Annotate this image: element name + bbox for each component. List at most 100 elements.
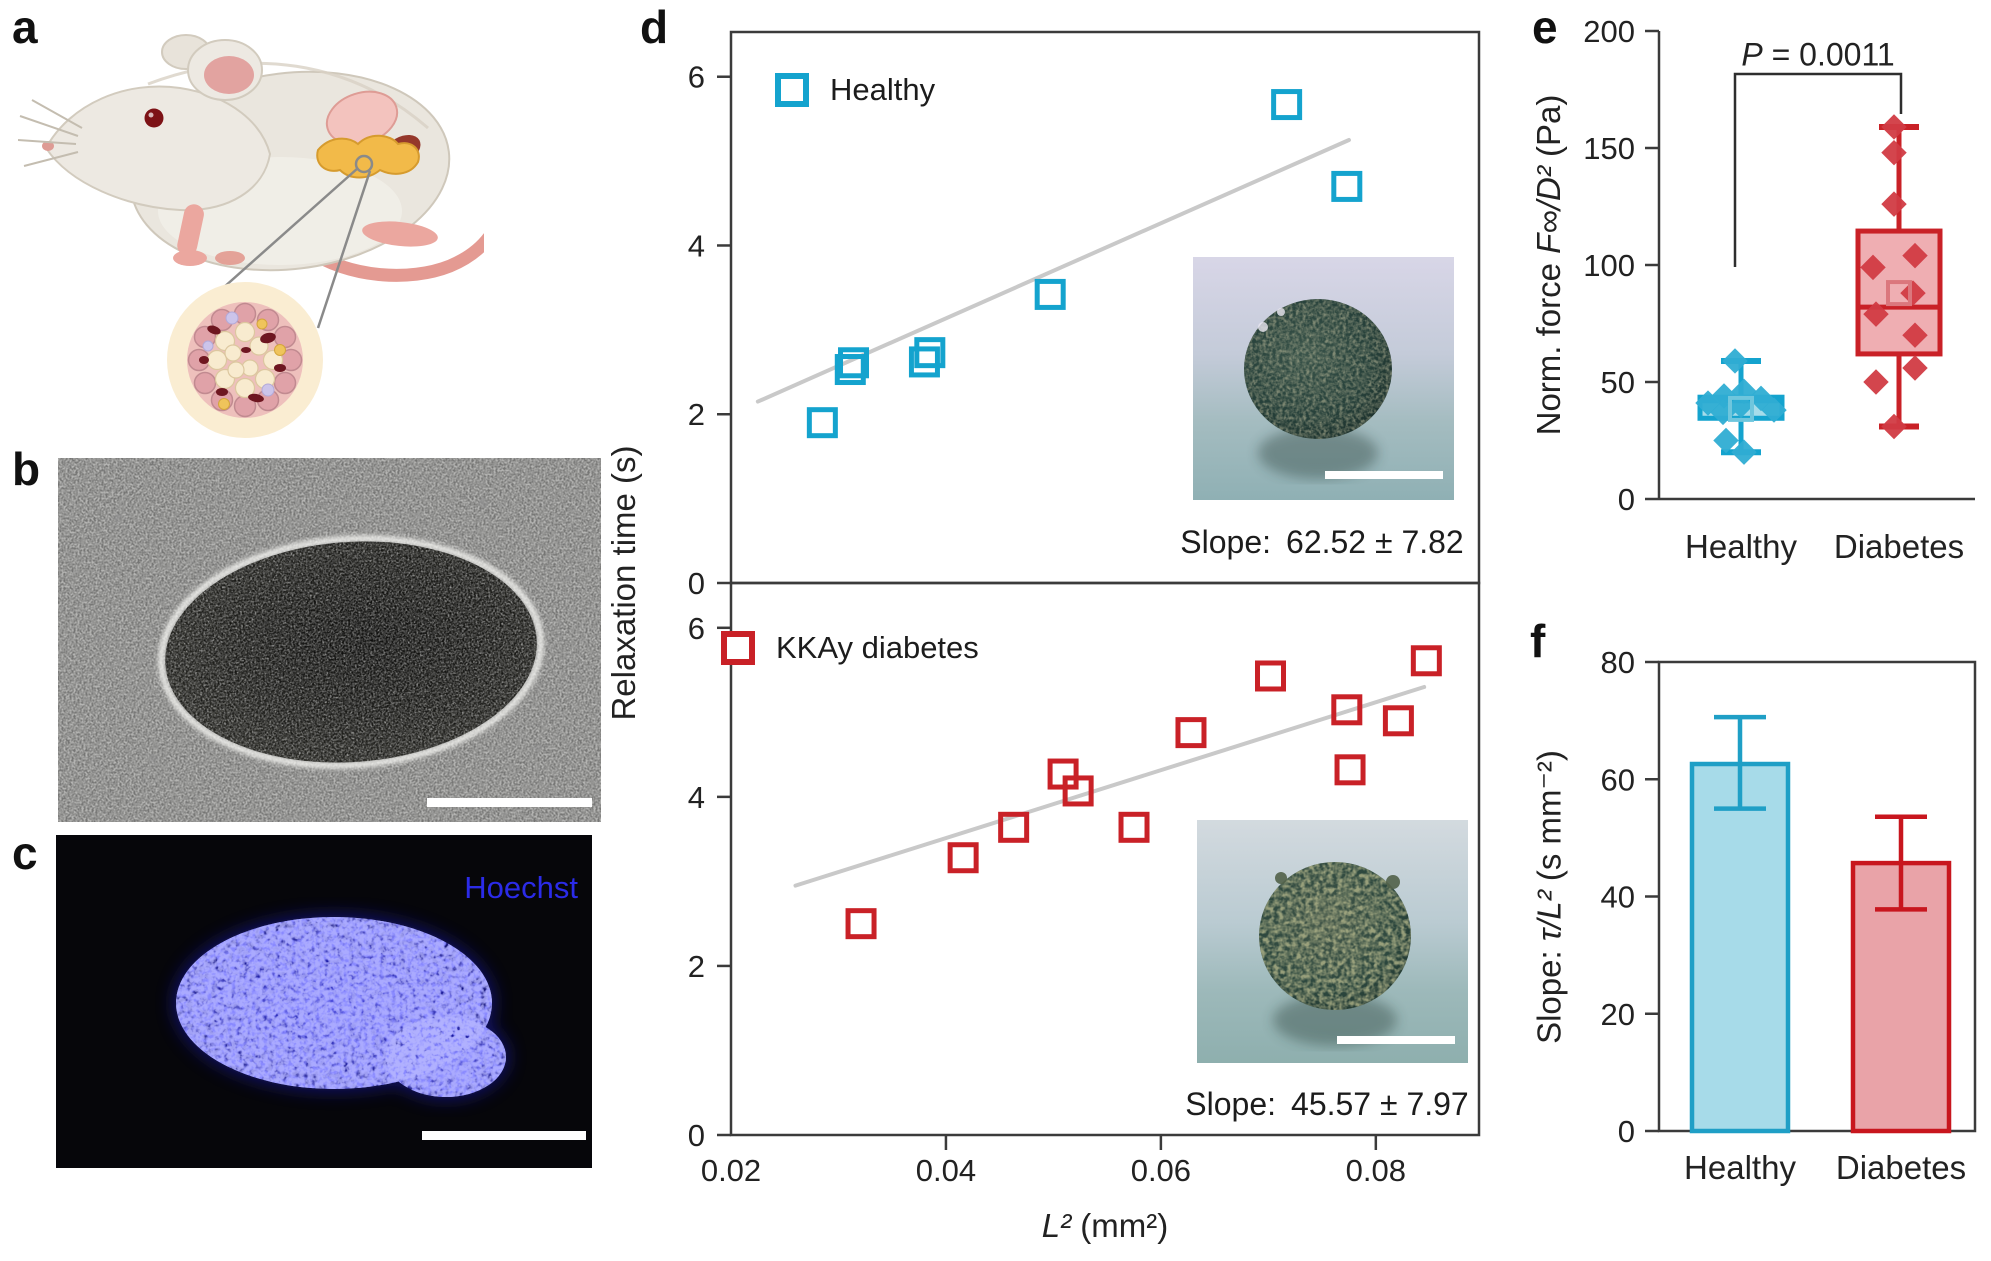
legend-diabetes: KKAy diabetes [721, 630, 979, 666]
scale-bar [422, 1131, 586, 1140]
healthy-islet-photo-inset [1193, 257, 1454, 500]
mouse-front-leg [177, 204, 204, 256]
y-tick-label: 100 [1583, 248, 1635, 283]
debris-dots [95, 495, 581, 806]
mouse-head [44, 85, 272, 212]
panel-label-c: c [12, 827, 38, 879]
slope-value: 45.57 ± 7.97 [1291, 1086, 1469, 1122]
y-tick-label: 2 [688, 397, 705, 432]
islet-blood-spots [199, 325, 286, 403]
e-category-healthy: Healthy [1685, 528, 1797, 565]
mouse-illustration [18, 34, 484, 438]
slope-value: 62.52 ± 7.82 [1286, 524, 1464, 560]
e-category-diabetes: Diabetes [1833, 528, 1965, 565]
diabetes-point [1881, 139, 1907, 166]
y-tick-label: 2 [688, 949, 705, 984]
mouse-nose [42, 141, 54, 151]
kkay-diabetes-data-point [845, 908, 877, 940]
x-tick-label: 0.04 [916, 1153, 976, 1188]
healthy-data-point [1271, 89, 1303, 121]
healthy-point [1722, 348, 1748, 374]
y-tick-label: 40 [1601, 880, 1635, 915]
fluorescence-micrograph [56, 835, 592, 1168]
zoom-connector-lines [213, 167, 372, 329]
y-tick-label: 0 [1618, 1114, 1635, 1149]
brightfield-micrograph [58, 458, 601, 822]
slope-prefix: Slope: [1180, 524, 1272, 560]
y-tick-label: 0 [688, 566, 705, 601]
mouse-ear-inner [204, 56, 254, 94]
healthy-data-point [838, 347, 870, 379]
diabetic-islet-photo-inset [1197, 820, 1468, 1063]
p-value-annotation: P = 0.0011 [1741, 36, 1895, 73]
panel-label-d: d [640, 1, 669, 53]
d-y-axis-title: Relaxation time (s) [605, 445, 642, 721]
f-y-axis-title: Slope: τ/L² (s mm⁻²) [1530, 750, 1568, 1044]
y-tick-label: 20 [1601, 997, 1635, 1032]
kkay-diabetes-fit-line [793, 684, 1427, 888]
kkay-diabetes-data-point [1175, 717, 1207, 749]
healthy-data-point [914, 337, 946, 369]
diabetes-point [1902, 355, 1928, 381]
plot-frame [729, 581, 1481, 1137]
diabetes-point [1863, 369, 1889, 395]
mouse-tail [301, 233, 484, 282]
healthy-data-point [1034, 278, 1066, 310]
healthy-data-point [908, 346, 940, 378]
diabetes-point [1881, 191, 1907, 217]
panel-label-f: f [1530, 615, 1546, 667]
kkay-diabetes-data-point [1255, 660, 1287, 692]
diabetes-point [1881, 413, 1907, 440]
y-tick-label: 0 [1618, 482, 1635, 517]
d-x-axis-title: L² (mm²) [1041, 1207, 1169, 1244]
legend-healthy-label: Healthy [830, 72, 936, 107]
kkay-diabetes-data-point [998, 811, 1030, 843]
mean-marker [1886, 280, 1912, 307]
kkay-diabetes-data-point [1410, 645, 1442, 677]
y-tick-label: 4 [688, 228, 705, 263]
diabetes-point [1881, 114, 1907, 140]
y-tick-label: 6 [688, 611, 705, 646]
y-tick-label: 0 [688, 1118, 705, 1153]
slope-prefix: Slope: [1185, 1086, 1277, 1122]
mean-marker [1728, 395, 1754, 422]
kkay-diabetes-data-point [1331, 694, 1363, 726]
scale-bar [427, 798, 592, 807]
x-tick-label: 0.08 [1346, 1153, 1406, 1188]
kkay-diabetes-data-point [1334, 754, 1366, 786]
healthy-data-point [806, 407, 838, 439]
y-tick-label: 60 [1601, 762, 1635, 797]
x-tick-label: 0.02 [701, 1153, 761, 1188]
scale-bar [1337, 1036, 1455, 1044]
stain-label: Hoechst [464, 870, 578, 905]
healthy-data-point [1331, 170, 1363, 202]
x-tick-label: 0.06 [1131, 1153, 1191, 1188]
panel-label-b: b [12, 443, 41, 495]
diabetes-box [1855, 228, 1943, 357]
mouse-whiskers [18, 99, 83, 167]
y-tick-label: 80 [1601, 645, 1635, 680]
y-tick-label: 150 [1583, 131, 1635, 166]
zoom-origin-marker [354, 154, 374, 174]
f-category-diabetes: Diabetes [1835, 1149, 1967, 1186]
kkay-diabetes-data-point [1118, 811, 1150, 843]
y-tick-label: 50 [1601, 365, 1635, 400]
e-y-axis-title: Norm. force F∞/D² (Pa) [1530, 94, 1567, 436]
islet-alpha-cells [218, 318, 286, 410]
kkay-diabetes-data-point [1382, 705, 1414, 737]
scale-bar [1325, 471, 1443, 479]
y-tick-label: 6 [688, 60, 705, 95]
panel-label-e: e [1532, 1, 1558, 53]
islet-delta-cells [202, 311, 275, 397]
y-tick-label: 200 [1583, 14, 1635, 49]
healthy-square-icon [775, 73, 809, 107]
slope-annotation-healthy: Slope: 62.52 ± 7.82 [1112, 524, 1532, 561]
legend-healthy: Healthy [775, 72, 935, 108]
diabetes-square-icon [721, 631, 755, 665]
legend-diabetes-label: KKAy diabetes [776, 630, 979, 665]
slope-annotation-diabetes: Slope: 45.57 ± 7.97 [1117, 1086, 1537, 1123]
panel-label-a: a [12, 1, 38, 53]
f-category-healthy: Healthy [1684, 1149, 1796, 1186]
